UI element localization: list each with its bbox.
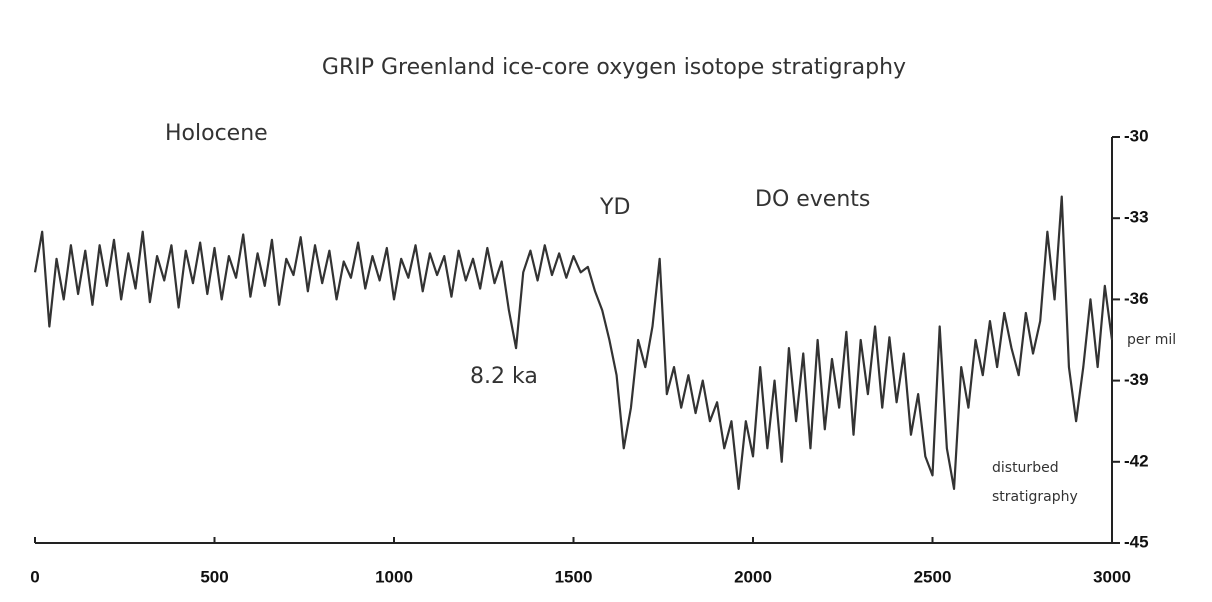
annotation: YD bbox=[599, 195, 630, 220]
annotation: Holocene bbox=[165, 121, 268, 146]
x-tick-label: 1500 bbox=[555, 567, 593, 586]
annotation: stratigraphy bbox=[992, 489, 1078, 505]
y-tick-label: -42 bbox=[1124, 451, 1149, 470]
x-tick-label: 2000 bbox=[734, 567, 772, 586]
y-tick-label: -45 bbox=[1124, 532, 1149, 551]
annotation: disturbed bbox=[992, 460, 1059, 476]
annotation: 8.2 ka bbox=[470, 364, 538, 389]
y-axis-label: per mil bbox=[1127, 332, 1176, 348]
x-tick-label: 0 bbox=[30, 567, 39, 586]
y-tick-label: -39 bbox=[1124, 370, 1149, 389]
x-tick-label: 500 bbox=[200, 567, 228, 586]
data-line bbox=[33, 195, 1114, 490]
y-tick-label: -36 bbox=[1124, 289, 1149, 308]
x-tick-label: 1000 bbox=[375, 567, 413, 586]
x-tick-label: 3000 bbox=[1093, 567, 1131, 586]
x-tick-label: 2500 bbox=[914, 567, 952, 586]
y-tick-label: -33 bbox=[1124, 208, 1149, 227]
y-tick-label: -30 bbox=[1124, 126, 1149, 145]
chart-title: GRIP Greenland ice-core oxygen isotope s… bbox=[322, 55, 906, 80]
annotation: DO events bbox=[755, 187, 870, 212]
